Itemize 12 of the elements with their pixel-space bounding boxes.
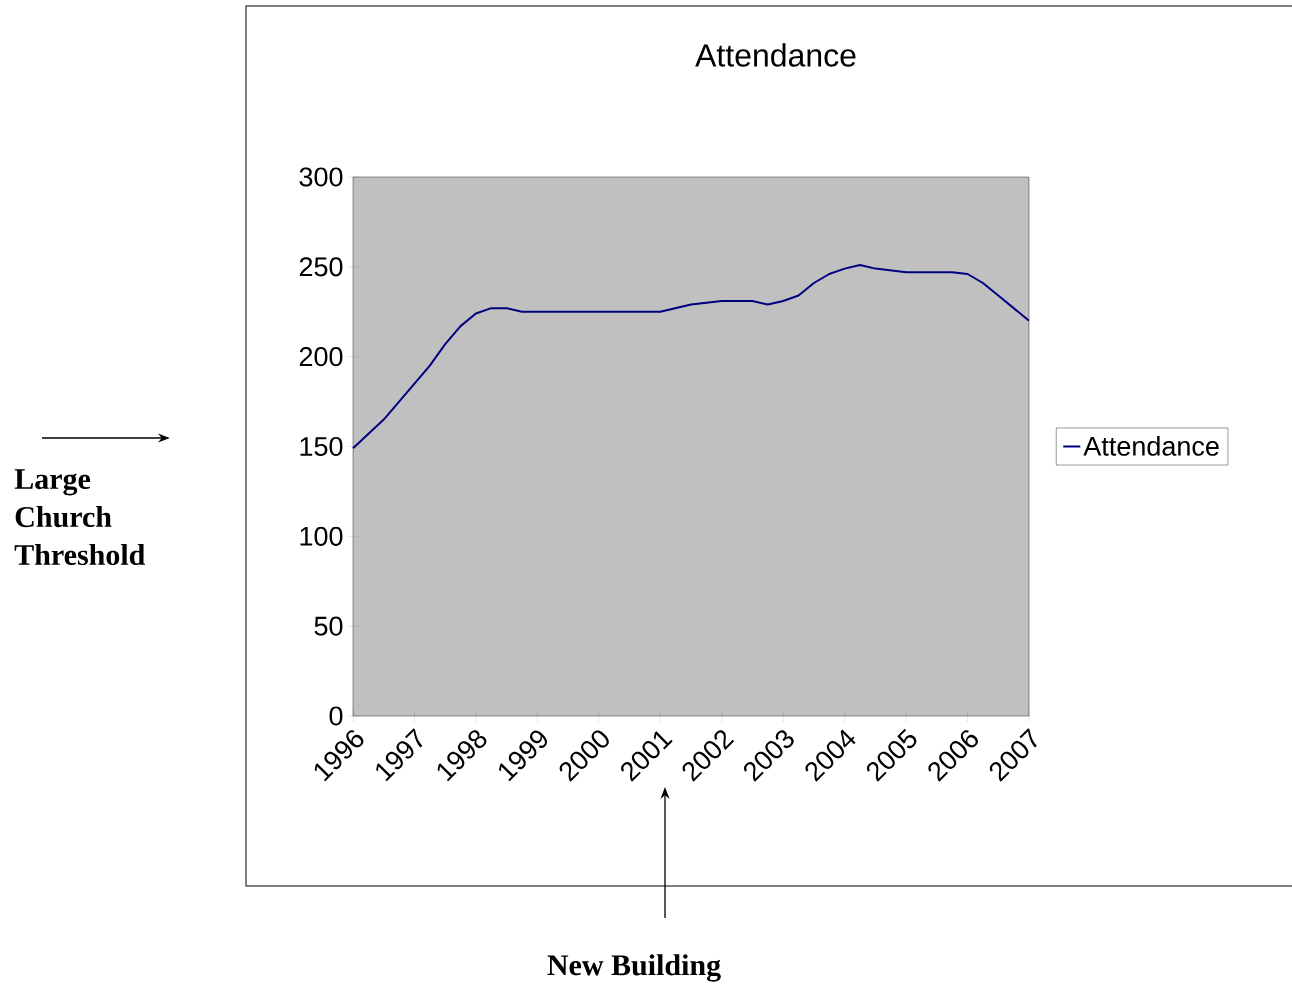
y-tick-label: 150 bbox=[300, 436, 343, 457]
y-tick-label: 0 bbox=[329, 706, 343, 726]
y-tick-label: 100 bbox=[300, 526, 343, 546]
text: Large Church Threshold bbox=[14, 469, 146, 566]
line-series bbox=[352, 264, 1031, 450]
y-tick-label: 300 bbox=[299, 167, 343, 187]
legend-label: Attendance bbox=[1083, 435, 1219, 456]
text: New Building bbox=[547, 954, 721, 982]
chart-title: Attendance bbox=[695, 43, 856, 67]
y-tick-label: 250 bbox=[299, 257, 343, 277]
y-tick-label: 50 bbox=[314, 616, 343, 636]
y-tick-label: 200 bbox=[299, 347, 343, 367]
